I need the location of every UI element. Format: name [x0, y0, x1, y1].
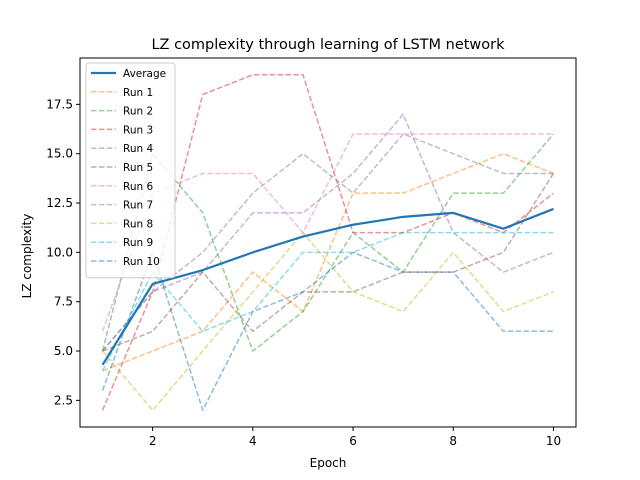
legend-label: Run 4 — [123, 143, 153, 155]
y-tick-label: 7.5 — [54, 295, 73, 309]
series-line-run-9 — [101, 231, 554, 372]
y-axis: 2.5 5.0 7.5 10.0 12.5 15.0 17.5 — [46, 97, 80, 407]
series-line-average — [101, 207, 554, 366]
plot-area — [79, 57, 577, 428]
chart-title: LZ complexity through learning of LSTM n… — [151, 37, 505, 53]
x-tick-label: 8 — [449, 434, 457, 448]
series-line-run-10 — [101, 251, 554, 411]
y-tick-label: 17.5 — [46, 97, 73, 111]
y-tick-label: 15.0 — [46, 147, 73, 161]
legend-label: Run 9 — [123, 237, 153, 249]
series-line-run-5 — [102, 173, 555, 352]
legend-label: Run 10 — [123, 256, 160, 268]
y-tick-label: 10.0 — [46, 245, 73, 259]
x-tick-label: 4 — [249, 434, 257, 448]
legend-label: Run 6 — [123, 181, 153, 193]
legend-label: Run 1 — [123, 87, 153, 99]
y-axis-label: LZ complexity — [20, 214, 34, 299]
series-line-run-6 — [101, 133, 554, 332]
x-axis-label: Epoch — [310, 456, 347, 470]
axes-frame — [79, 57, 577, 428]
legend-label: Run 2 — [123, 106, 153, 118]
x-axis: 2 4 6 8 10 — [149, 427, 561, 448]
x-tick-label: 2 — [149, 434, 157, 448]
legend-label: Run 5 — [123, 162, 153, 174]
legend-label: Run 8 — [123, 218, 153, 230]
y-tick-label: 12.5 — [46, 196, 73, 210]
y-tick-label: 5.0 — [54, 344, 73, 358]
x-tick-label: 6 — [349, 434, 357, 448]
legend-label: Run 7 — [123, 200, 153, 212]
series-line-run-8 — [101, 231, 554, 411]
series-line-run-4 — [101, 113, 554, 352]
x-tick-label: 10 — [546, 434, 561, 448]
series-line-run-3 — [101, 74, 554, 411]
legend-label: Run 3 — [123, 124, 153, 136]
legend: Average Run 1 Run 2 Run 3 Run 4 Run 5 Run 6 Run… — [85, 62, 176, 279]
legend-label: Average — [123, 68, 166, 80]
y-tick-label: 2.5 — [54, 393, 73, 407]
